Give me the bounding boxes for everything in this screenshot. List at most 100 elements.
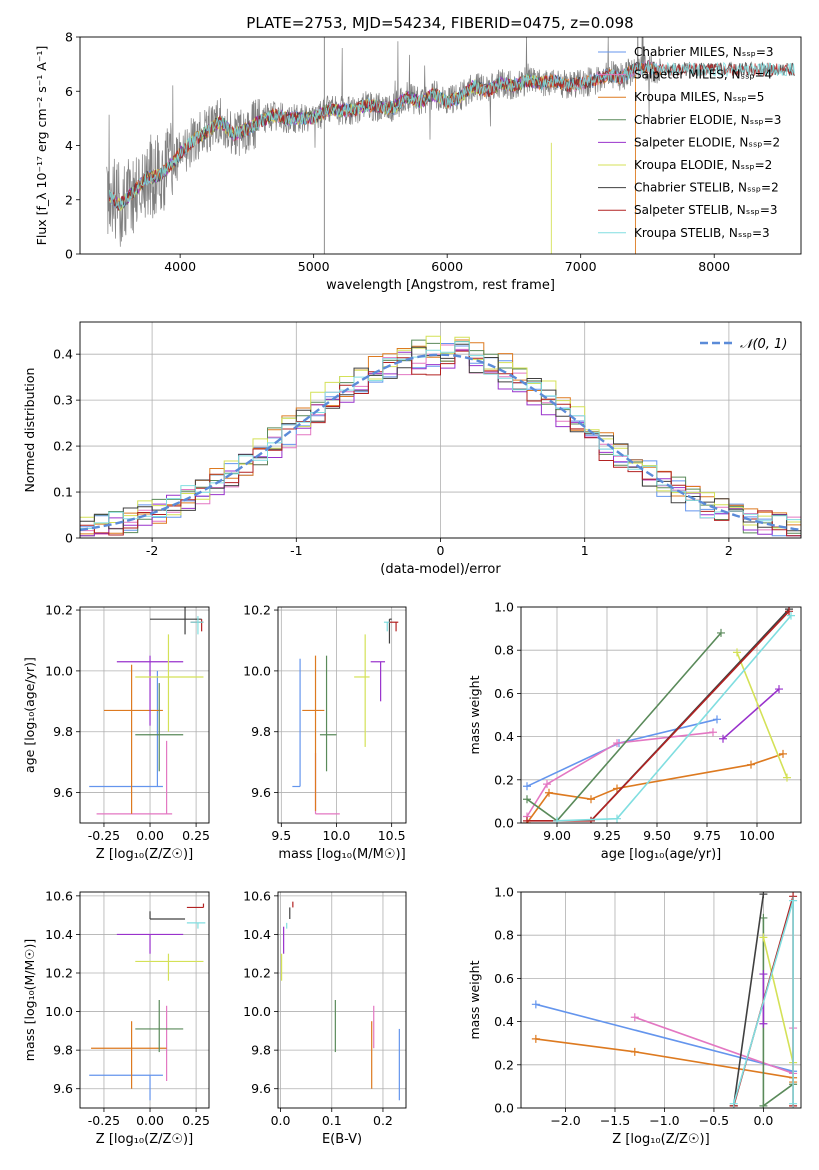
y-tick-label: 9.6	[53, 785, 73, 800]
residual-histogram-marks	[80, 335, 801, 537]
y-tick-label: 0.8	[494, 928, 514, 943]
axes-frame	[277, 606, 407, 824]
y-tick-label: 0.3	[53, 393, 73, 408]
x-tick-label: 0.25	[182, 828, 210, 843]
y-tick-label: 10.0	[45, 1004, 73, 1019]
x-tick-label: 4000	[164, 259, 196, 274]
y-tick-label: 10.2	[45, 966, 73, 981]
axes-frame	[277, 891, 407, 1109]
mass-vs-metallicity-marks	[89, 903, 206, 1101]
x-tick-label: 0.0	[271, 1113, 291, 1128]
plus-marker	[783, 773, 791, 782]
plus-marker	[759, 933, 768, 942]
y-tick-label: 10.4	[243, 927, 271, 942]
axes-frame	[520, 891, 802, 1109]
plus-marker	[545, 788, 553, 797]
y-tick-label: 4	[65, 138, 73, 153]
x-tick-label: 9.00	[543, 828, 571, 843]
mass-weight-line	[535, 1003, 794, 1073]
model-spectrum-line	[108, 60, 795, 211]
legend-label: Chabrier ELODIE, Nₛₛₚ=3	[634, 113, 781, 127]
x-tick-label: 10.0	[323, 828, 351, 843]
plus-marker	[531, 1000, 540, 1009]
x-tick-label: 9.75	[693, 828, 721, 843]
y-tick-label: 10.0	[243, 663, 271, 678]
plus-marker	[789, 1099, 798, 1108]
residual-histogram-axes: -2 -1 0 1 2 0 0.1 0.2 0.3 0.4 (data-model)/error No…	[22, 321, 802, 577]
y-tick-label: 0.4	[494, 729, 514, 744]
y-tick-label: 0	[65, 531, 73, 546]
y-axis-label: mass weight	[467, 675, 482, 754]
x-tick-label: 10.5	[378, 828, 406, 843]
plus-marker	[587, 795, 595, 804]
x-tick-label: −1.5	[600, 1113, 630, 1128]
y-tick-label: 9.8	[251, 1043, 271, 1058]
y-tick-label: 9.8	[251, 724, 271, 739]
x-tick-label: 0.0	[753, 1113, 773, 1128]
plus-marker	[523, 816, 531, 823]
x-tick-label: 10.00	[739, 828, 775, 843]
histogram-step-line	[80, 350, 801, 537]
x-tick-label: 0	[437, 543, 445, 558]
y-axis-label: Flux [f_λ 10⁻¹⁷ erg cm⁻² s⁻¹ A⁻¹]	[34, 46, 49, 246]
x-tick-label: 9.25	[593, 828, 621, 843]
figure-title: PLATE=2753, MJD=54234, FIBERID=0475, z=0…	[246, 14, 633, 32]
mass-vs-reddening-axes: 0.0 0.1 0.2 9.6 9.8 10.0 10.2 10.4 10.6 E(B-V)	[243, 888, 407, 1147]
x-axis-label: E(B-V)	[322, 1132, 362, 1147]
spectrum-axes: 4000 5000 6000 7000 8000 0 2 4 6 8 wavelength [Ang…	[34, 30, 802, 293]
axes-frame	[79, 891, 210, 1109]
y-tick-label: 8	[65, 30, 73, 45]
plus-marker	[587, 816, 595, 823]
x-tick-label: 7000	[565, 259, 597, 274]
legend-label: Chabrier MILES, Nₛₛₚ=3	[634, 45, 774, 59]
plus-marker	[733, 648, 741, 657]
age-vs-metallicity-marks	[89, 607, 204, 815]
y-tick-label: 9.6	[53, 1081, 73, 1096]
x-axis-label: (data-model)/error	[380, 562, 501, 577]
x-tick-label: 6000	[431, 259, 463, 274]
y-tick-label: 9.6	[251, 1081, 271, 1096]
plus-marker	[729, 1099, 738, 1108]
plus-marker	[613, 784, 621, 793]
y-tick-label: 1.0	[494, 885, 514, 900]
x-axis-label: wavelength [Angstrom, rest frame]	[326, 278, 555, 293]
x-axis-label: age [log₁₀(age/yr)]	[601, 847, 722, 862]
axes-frame	[520, 606, 802, 824]
plus-marker	[787, 611, 795, 620]
plus-marker	[613, 814, 621, 823]
x-tick-label: −0.5	[699, 1113, 729, 1128]
x-axis-label: Z [log₁₀(Z/Z☉)]	[96, 1132, 193, 1147]
spectrum-marks	[106, 37, 795, 254]
x-tick-label: 0.00	[136, 1113, 164, 1128]
axes-frame	[79, 321, 802, 539]
mass-weight-vs-metallicity-axes: −2.0 −1.5 −1.0 −0.5 0.0 0.0 0.2 0.4 0.6 0.8 1.0 Z […	[467, 885, 802, 1147]
plus-marker	[523, 795, 531, 804]
mass-weight-line	[722, 688, 780, 740]
plus-marker	[630, 1047, 639, 1056]
plus-marker	[531, 1034, 540, 1043]
y-tick-label: 10.2	[243, 603, 271, 618]
y-tick-label: 6	[65, 84, 73, 99]
x-axis-label: Z [log₁₀(Z/Z☉)]	[612, 1132, 709, 1147]
mass-weight-line	[526, 753, 784, 823]
axes-frame	[79, 606, 210, 824]
y-tick-label: 9.6	[251, 785, 271, 800]
y-tick-label: 0.4	[53, 347, 73, 362]
plus-marker	[630, 1013, 639, 1022]
normal-reference-curve	[80, 353, 801, 532]
x-tick-label: -0.25	[88, 1113, 120, 1128]
y-axis-label: age [log₁₀(age/yr)]	[22, 657, 37, 773]
plus-marker	[759, 892, 768, 899]
y-tick-label: 10.4	[45, 927, 73, 942]
legend-label: Salpeter ELODIE, Nₛₛₚ=2	[634, 135, 780, 149]
y-tick-label: 10.0	[243, 1004, 271, 1019]
x-tick-label: 8000	[698, 259, 730, 274]
x-tick-label: 5000	[298, 259, 330, 274]
y-axis-label: mass weight	[467, 960, 482, 1039]
plus-marker	[775, 685, 783, 694]
legend-label: Kroupa ELODIE, Nₛₛₚ=2	[634, 158, 772, 172]
mass-weight-line	[732, 894, 765, 1106]
y-tick-label: 10.6	[45, 888, 73, 903]
age-vs-mass-marks	[292, 618, 399, 815]
